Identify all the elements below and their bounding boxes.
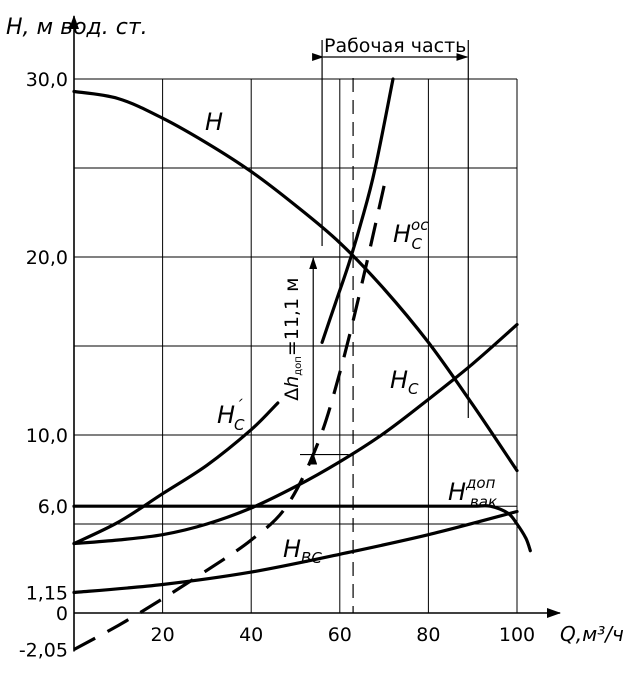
curve-label-h-c-oc: Hос C xyxy=(393,216,429,253)
x-tick-label: 100 xyxy=(499,624,535,646)
curve-label-h-c: HC xyxy=(390,366,419,398)
x-axis-title: Q,м³/ч xyxy=(560,622,624,646)
y-axis-title: H, м вод. ст. xyxy=(6,15,148,40)
delta-h-prefix: Δ xyxy=(281,388,303,401)
curve-label-main: H xyxy=(217,401,235,429)
series-line-h-vak xyxy=(72,504,532,553)
y-tick-label: 6,0 xyxy=(38,496,68,518)
curve-label-h-bc: HВС xyxy=(283,535,322,567)
x-tick-label: 80 xyxy=(416,624,440,646)
curve-label-sub: C xyxy=(408,380,419,398)
curve-label-sup: ´ xyxy=(235,397,243,415)
delta-h-label: Δhдоп=11,1 м xyxy=(281,278,304,401)
series-line-h-c-oc-dashed xyxy=(73,185,386,651)
curve-label-main: H xyxy=(393,220,411,248)
curve-label-sup: доп xyxy=(465,474,496,492)
series-line-h-bc xyxy=(72,509,519,595)
y-tick-label: 10,0 xyxy=(26,425,68,447)
curve-label-main: H xyxy=(448,478,466,506)
series-line-h-c xyxy=(72,323,519,546)
series-line-h xyxy=(72,89,519,473)
curve-label-sub: C xyxy=(234,416,245,434)
curve-label-main: H xyxy=(205,108,223,136)
curve-label-sup: ос xyxy=(411,216,429,234)
annotations: Рабочая часть Δhдоп=11,1 м xyxy=(281,35,469,613)
working-range-label: Рабочая часть xyxy=(324,35,466,57)
axes xyxy=(69,15,561,652)
series-lines xyxy=(72,77,532,651)
curve-label-sub: C xyxy=(411,235,422,253)
y-tick-label: 1,15 xyxy=(26,583,68,605)
curve-label-sub: вак xyxy=(470,493,497,511)
curve-label-h: H xyxy=(205,108,223,136)
tick-labels: H, м вод. ст. Q,м³/ч 30,0 20,0 10,0 6,0 1,150 -… xyxy=(6,15,624,661)
delta-h-main: h xyxy=(281,376,303,388)
delta-h-sub: доп xyxy=(293,356,304,376)
series-line-h-c-oc xyxy=(320,77,395,344)
curve-label-sub: ВС xyxy=(301,549,322,567)
y-tick-label: 20,0 xyxy=(26,247,68,269)
delta-h-suffix: =11,1 м xyxy=(281,278,303,357)
curve-label-h-c-prime: H´ C xyxy=(217,397,245,434)
y-tick-label: 0 xyxy=(56,603,68,625)
y-tick-label: 30,0 xyxy=(26,69,68,91)
series-line-h-c-prime xyxy=(72,401,280,546)
curve-label-main: H xyxy=(390,366,408,394)
x-tick-label: 20 xyxy=(151,624,175,646)
curve-label-h-vak: Hдоп вак xyxy=(448,474,497,511)
y-tick-label: -2,05 xyxy=(19,639,68,661)
curve-label-main: H xyxy=(283,535,301,563)
x-tick-label: 40 xyxy=(239,624,263,646)
x-tick-label: 60 xyxy=(328,624,352,646)
